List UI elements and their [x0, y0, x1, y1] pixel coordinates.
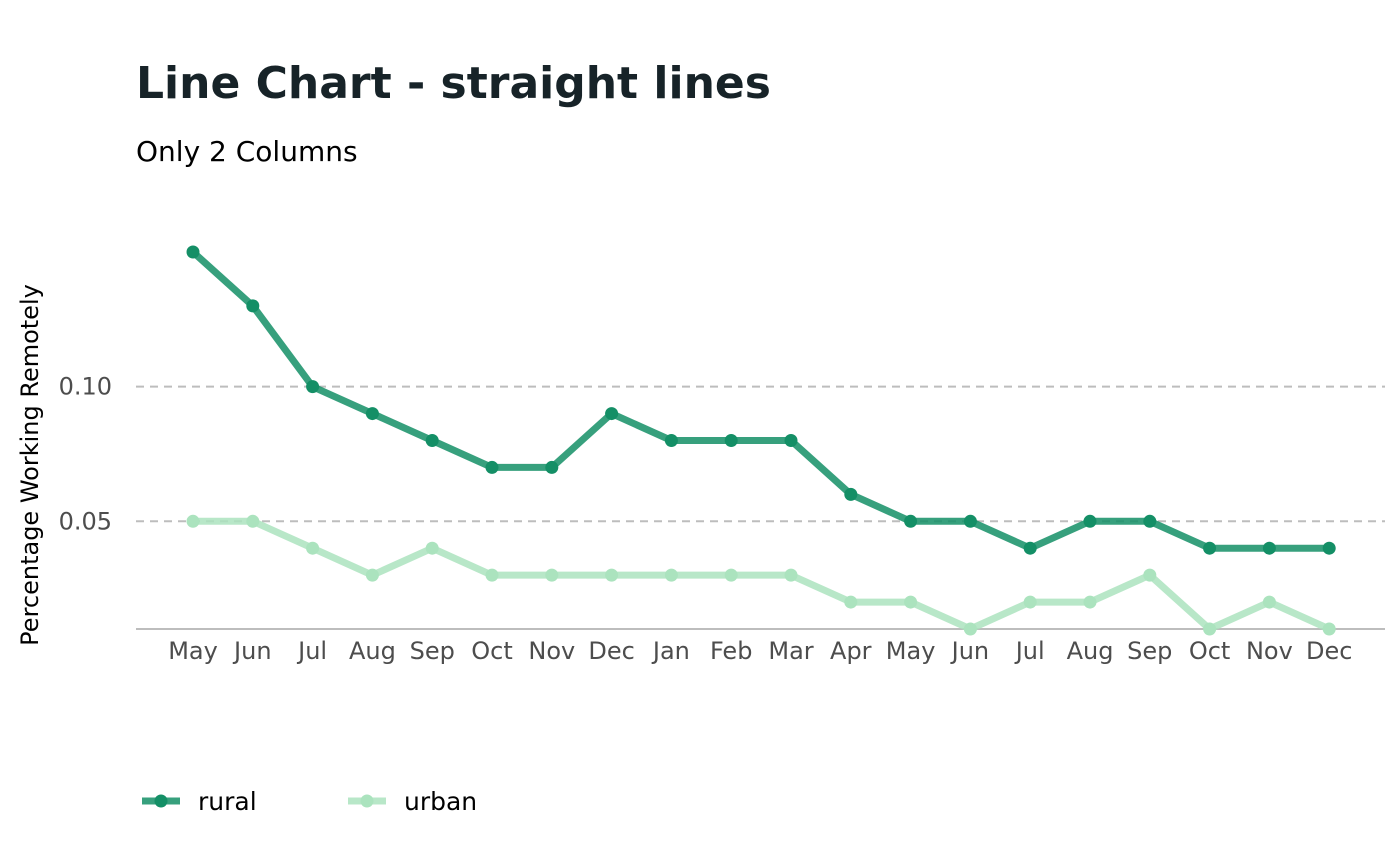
- x-tick-label: Nov: [528, 637, 575, 665]
- data-point-urban: [1203, 622, 1217, 636]
- data-point-rural: [1203, 541, 1217, 555]
- data-point-rural: [664, 434, 678, 447]
- series-line-urban: [193, 517, 1331, 633]
- data-point-rural: [545, 460, 559, 474]
- data-point-urban: [963, 622, 977, 636]
- x-tick-label: Aug: [1067, 637, 1114, 665]
- x-tick-label: May: [168, 637, 218, 665]
- x-tick-label: Mar: [768, 637, 813, 665]
- data-point-urban: [306, 541, 320, 555]
- data-point-rural: [1023, 541, 1037, 555]
- data-point-urban: [664, 568, 678, 582]
- data-point-urban: [485, 568, 499, 582]
- x-tick-label: Nov: [1246, 637, 1293, 665]
- data-point-urban: [1023, 595, 1037, 609]
- x-tick-label: Jun: [232, 637, 272, 665]
- legend-item-rural: rural: [142, 787, 257, 816]
- x-tick-label: Oct: [1189, 637, 1231, 665]
- x-tick-label: Feb: [710, 637, 753, 665]
- data-point-urban: [724, 568, 738, 582]
- legend-item-urban: urban: [348, 787, 477, 816]
- data-point-rural: [1322, 541, 1336, 555]
- x-tick-label: Dec: [1306, 637, 1352, 665]
- legend-label: urban: [404, 787, 477, 816]
- data-point-urban: [1143, 568, 1157, 582]
- x-tick-label: Jul: [1014, 637, 1045, 665]
- data-point-urban: [784, 568, 798, 582]
- data-point-urban: [1322, 622, 1336, 636]
- legend-swatch-point: [360, 794, 374, 808]
- chart-title: Line Chart - straight lines: [136, 58, 771, 109]
- x-tick-label: May: [886, 637, 936, 665]
- x-tick-label: Aug: [349, 637, 396, 665]
- data-point-urban: [186, 514, 200, 528]
- data-point-rural: [1262, 541, 1276, 555]
- data-point-rural: [1083, 514, 1097, 528]
- data-point-urban: [365, 568, 379, 582]
- x-axis-ticks: May Jun Jul Aug Sep Oct Nov Dec Jan Feb Mar Apr May J…: [168, 637, 1352, 665]
- series-line-rural: [190, 249, 1330, 552]
- series-layer: [186, 245, 1336, 636]
- y-tick-label: 0.05: [59, 507, 112, 535]
- y-axis-title: Percentage Working Remotely: [16, 284, 44, 646]
- legend-label: rural: [198, 787, 257, 816]
- data-point-rural: [844, 487, 858, 501]
- gridlines: [136, 385, 1385, 523]
- legend-swatch-point: [154, 794, 168, 808]
- x-tick-label: Jan: [651, 637, 690, 665]
- x-tick-label: Oct: [471, 637, 513, 665]
- series-urban: [186, 514, 1336, 636]
- x-tick-label: Sep: [1127, 637, 1172, 665]
- data-point-rural: [605, 407, 619, 421]
- y-tick-label: 0.10: [59, 373, 112, 401]
- data-point-rural: [963, 514, 977, 528]
- data-point-urban: [1083, 595, 1097, 609]
- x-tick-label: Jul: [296, 637, 327, 665]
- data-point-urban: [425, 541, 439, 555]
- x-tick-label: Sep: [410, 637, 455, 665]
- data-point-rural: [784, 434, 798, 447]
- data-point-urban: [904, 595, 918, 609]
- data-point-rural: [246, 299, 260, 313]
- data-point-urban: [545, 568, 559, 582]
- chart-subtitle: Only 2 Columns: [136, 135, 358, 168]
- x-tick-label: Jun: [950, 637, 990, 665]
- x-tick-label: Apr: [830, 637, 872, 665]
- data-point-rural: [306, 380, 320, 394]
- legend: rural urban: [142, 787, 477, 816]
- data-point-rural: [485, 460, 499, 474]
- data-point-rural: [904, 514, 918, 528]
- data-point-urban: [605, 568, 619, 582]
- data-point-rural: [724, 434, 738, 447]
- data-point-rural: [365, 407, 379, 421]
- data-point-urban: [844, 595, 858, 609]
- data-point-urban: [246, 514, 260, 528]
- data-point-urban: [1262, 595, 1276, 609]
- y-axis-ticks: 0.05 0.10: [59, 373, 112, 536]
- series-rural: [186, 245, 1336, 555]
- x-tick-label: Dec: [588, 637, 634, 665]
- data-point-rural: [1143, 514, 1157, 528]
- data-point-rural: [186, 245, 200, 259]
- data-point-rural: [425, 434, 439, 447]
